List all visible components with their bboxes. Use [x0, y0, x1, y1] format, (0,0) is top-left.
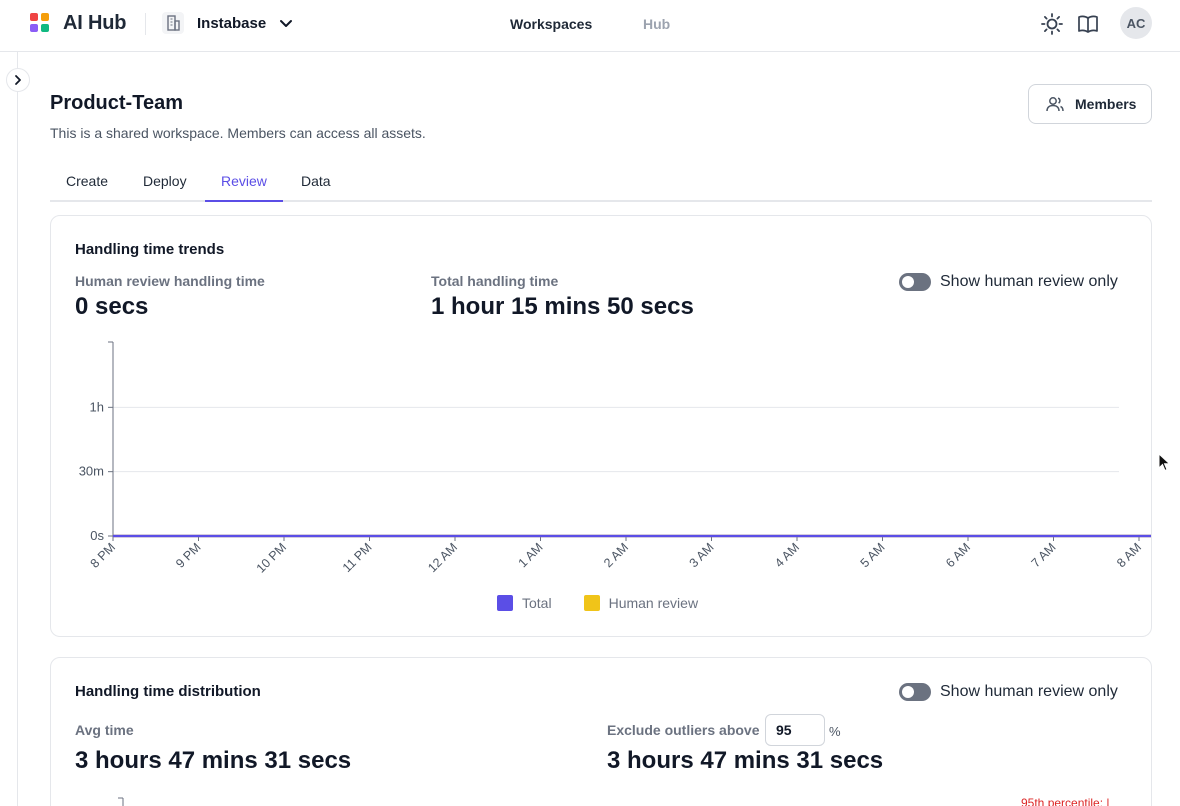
x-tick-label: 2 AM: [601, 540, 631, 570]
legend-item-total[interactable]: Total: [497, 595, 552, 611]
book-icon[interactable]: [1076, 12, 1100, 36]
tab-review[interactable]: Review: [205, 163, 283, 202]
exclude-outliers-value: 3 hours 47 mins 31 secs: [607, 747, 884, 774]
percentile-note: 95th percentile: |: [1021, 796, 1110, 806]
x-tick-label: 6 AM: [943, 540, 973, 570]
distribution-human-only-toggle[interactable]: Show human review only: [899, 683, 1118, 701]
app-title[interactable]: AI Hub: [63, 12, 127, 34]
page-description: This is a shared workspace. Members can …: [50, 125, 426, 141]
tab-create[interactable]: Create: [66, 173, 109, 189]
x-tick-label: 11 PM: [340, 540, 375, 575]
top-bar: AI Hub Instabase Workspaces Hub AC: [0, 0, 1180, 52]
nav-workspaces[interactable]: Workspaces: [510, 16, 593, 32]
y-tick-label: 1h: [90, 399, 104, 414]
x-tick-label: 5 AM: [858, 540, 888, 570]
legend-swatch-total: [497, 595, 513, 611]
avg-time-label: Avg time: [75, 722, 134, 738]
toggle-label: Show human review only: [940, 273, 1118, 290]
total-time-value: 1 hour 15 mins 50 secs: [431, 293, 694, 320]
series-line-total: [112, 534, 1151, 538]
x-tick-label: 9 PM: [173, 540, 204, 571]
tab-data[interactable]: Data: [301, 173, 331, 189]
human-review-time-label: Human review handling time: [75, 273, 265, 289]
members-button[interactable]: Members: [1028, 84, 1152, 124]
distribution-axis-stub: [118, 797, 124, 806]
handling-time-distribution-card: Handling time distribution Show human re…: [50, 657, 1152, 806]
trends-title: Handling time trends: [75, 241, 225, 258]
legend-item-human-review[interactable]: Human review: [583, 595, 699, 611]
workspace-tabs: Create Deploy Review Data: [50, 163, 1152, 202]
tab-deploy[interactable]: Deploy: [143, 173, 187, 189]
x-tick-label: 4 AM: [772, 540, 802, 570]
toggle-switch[interactable]: [899, 273, 931, 291]
sidebar-rail: [17, 52, 18, 806]
page-title: Product-Team: [50, 92, 183, 114]
chevron-down-icon[interactable]: [277, 15, 295, 33]
handling-time-trends-card: Handling time trends Human review handli…: [50, 215, 1152, 637]
chart-legend: Total Human review: [497, 595, 698, 611]
x-tick-label: 12 AM: [425, 540, 460, 575]
y-tick-label: 30m: [79, 464, 104, 479]
legend-label-human-review: Human review: [608, 595, 699, 611]
legend-swatch-human-review: [583, 595, 600, 611]
handling-time-chart: 0s 30m 1h 8 PM 9 PM 10 PM 11 PM 12 AM 1 AM 2 AM 3 …: [79, 341, 1151, 576]
users-icon: [1046, 97, 1064, 112]
toggle-label: Show human review only: [940, 683, 1118, 700]
sun-icon[interactable]: [1040, 12, 1064, 36]
nav-hub[interactable]: Hub: [643, 16, 671, 32]
header-divider: [145, 13, 146, 35]
x-tick-label: 8 PM: [88, 540, 119, 571]
x-tick-label: 1 AM: [516, 540, 546, 570]
members-button-label: Members: [1075, 96, 1137, 112]
total-time-label: Total handling time: [431, 273, 559, 289]
toggle-switch[interactable]: [899, 683, 931, 701]
user-avatar[interactable]: AC: [1120, 7, 1152, 39]
exclude-outliers-label: Exclude outliers above: [607, 722, 760, 738]
x-tick-label: 3 AM: [687, 540, 717, 570]
building-icon: [162, 12, 184, 34]
org-name[interactable]: Instabase: [197, 15, 267, 32]
app-logo-icon[interactable]: [30, 13, 50, 33]
x-tick-label: 8 AM: [1114, 540, 1144, 570]
legend-label-total: Total: [522, 595, 552, 611]
sidebar-expand-button[interactable]: [6, 68, 30, 92]
distribution-title: Handling time distribution: [75, 683, 261, 700]
avg-time-value: 3 hours 47 mins 31 secs: [75, 747, 352, 774]
trends-human-only-toggle[interactable]: Show human review only: [899, 273, 1118, 291]
outlier-percent-input[interactable]: [765, 714, 825, 746]
percent-sign: %: [829, 724, 841, 739]
x-tick-label: 10 PM: [254, 540, 289, 575]
y-tick-label: 0s: [90, 528, 104, 543]
x-tick-label: 7 AM: [1029, 540, 1059, 570]
mouse-cursor-icon: [1158, 453, 1171, 472]
human-review-time-value: 0 secs: [75, 293, 149, 320]
chevron-right-icon: [15, 75, 21, 85]
